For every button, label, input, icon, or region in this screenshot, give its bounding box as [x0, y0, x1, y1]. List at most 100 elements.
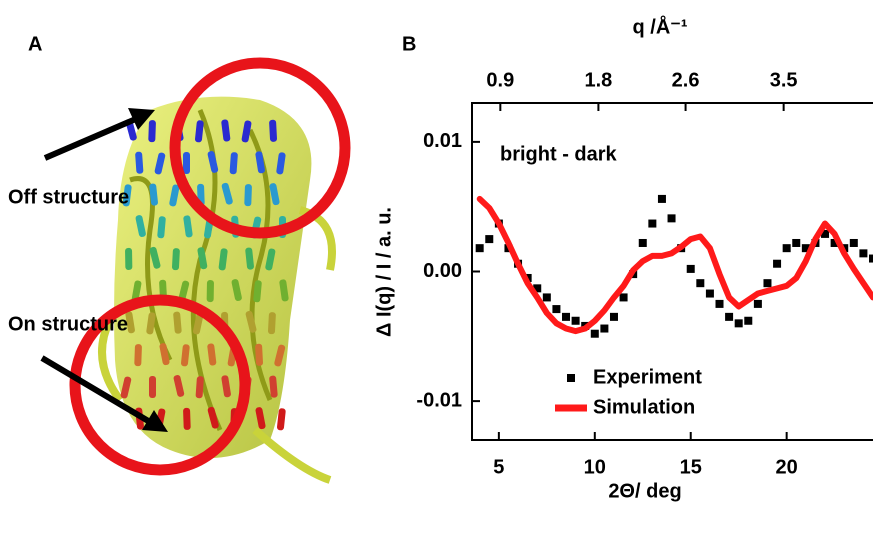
residue: [154, 152, 166, 175]
data-point: [696, 279, 705, 288]
data-point: [801, 244, 810, 253]
residue: [231, 279, 242, 301]
data-point: [705, 289, 714, 298]
annotation: bright - dark: [500, 143, 618, 165]
residue: [135, 151, 144, 174]
residue: [255, 407, 266, 430]
residue: [221, 119, 231, 142]
data-point: [686, 264, 695, 273]
data-point: [715, 299, 724, 308]
data-point: [753, 299, 762, 308]
residue: [173, 375, 185, 397]
protein-image: [98, 96, 336, 484]
residue: [245, 310, 257, 333]
residue: [245, 247, 254, 270]
residue: [265, 248, 276, 271]
residue: [244, 184, 252, 207]
data-point: [744, 316, 753, 325]
residue: [122, 184, 132, 207]
residue: [206, 280, 214, 303]
arrow: [40, 108, 168, 432]
residue: [207, 343, 217, 366]
data-point: [763, 279, 772, 288]
data-point: [619, 293, 628, 302]
residue: [269, 119, 277, 142]
panel-label: B: [402, 33, 416, 55]
x-tick-label: 15: [680, 456, 702, 478]
residue: [269, 375, 278, 398]
plot-area: [475, 194, 873, 338]
x-tick-label: 20: [776, 456, 798, 478]
residue: [173, 311, 182, 334]
residue: [274, 344, 286, 367]
residue: [148, 120, 156, 143]
data-point: [859, 249, 868, 258]
data-point: [869, 254, 873, 263]
data-point: [552, 305, 561, 314]
annotation: On structure: [8, 313, 128, 335]
residue: [183, 152, 190, 174]
residue: [149, 246, 161, 269]
residue: [229, 152, 238, 175]
data-point: [849, 238, 858, 247]
residue: [276, 152, 286, 175]
residue: [276, 408, 286, 431]
highlight-circle: [169, 57, 351, 239]
residue: [134, 344, 142, 367]
residue: [255, 343, 263, 366]
data-point: [667, 214, 676, 223]
residue: [207, 151, 219, 173]
residue: [172, 248, 180, 271]
data-point: [533, 284, 542, 293]
residue: [195, 376, 204, 399]
data-point: [830, 238, 839, 247]
x2-tick-label: 3.5: [770, 69, 798, 91]
residue: [146, 312, 156, 335]
data-point: [657, 194, 666, 203]
residue: [125, 311, 135, 334]
residue: [279, 279, 289, 302]
data-point: [609, 312, 618, 321]
data-point: [792, 238, 801, 247]
data-point: [782, 244, 791, 253]
data-point: [734, 319, 743, 328]
residue: [120, 376, 132, 399]
residue: [159, 343, 170, 366]
data-point: [485, 235, 494, 244]
residue: [131, 280, 142, 303]
data-point: [542, 293, 551, 302]
residue: [125, 247, 133, 270]
residue: [157, 216, 166, 239]
residue: [255, 151, 265, 174]
y-tick-label: 0.00: [423, 260, 462, 282]
x2-tick-label: 2.6: [672, 69, 700, 91]
legend-label: Simulation: [593, 396, 695, 418]
x-tick-label: 10: [584, 456, 606, 478]
data-point: [821, 229, 830, 238]
residue: [180, 344, 190, 367]
x-axis-label: 2Θ/ deg: [608, 480, 681, 502]
legend-label: Experiment: [593, 366, 702, 388]
data-point: [590, 329, 599, 338]
residue: [135, 215, 146, 237]
residue: [221, 375, 231, 398]
data-line: [476, 195, 873, 335]
x2-tick-label: 0.9: [486, 69, 514, 91]
residue: [192, 312, 204, 335]
x-tick-label: 5: [493, 456, 504, 478]
residue: [183, 215, 193, 238]
residue: [194, 120, 204, 143]
data-point: [571, 316, 580, 325]
data-point: [475, 244, 484, 253]
data-point: [648, 219, 657, 228]
y-tick-label: -0.01: [416, 389, 462, 411]
residue: [253, 280, 262, 303]
data-point: [562, 312, 571, 321]
residue: [149, 183, 158, 206]
panel-label: A: [28, 33, 42, 55]
y-tick-label: 0.01: [423, 130, 462, 152]
residue: [218, 248, 228, 271]
data-point: [638, 238, 647, 247]
annotation: Off structure: [8, 186, 129, 208]
